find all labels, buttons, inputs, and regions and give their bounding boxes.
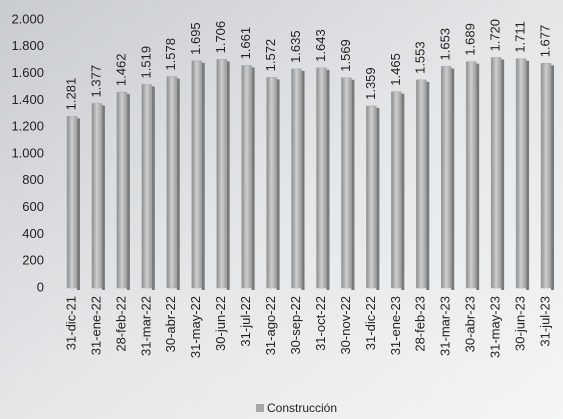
value-label: 1.377 [88, 65, 103, 98]
bar [490, 57, 502, 289]
bar [91, 103, 103, 289]
bar-side [551, 65, 555, 290]
value-label: 1.653 [438, 28, 453, 61]
x-tick-label: 30-nov-22 [338, 296, 353, 355]
x-tick-label: 31-ene-23 [388, 296, 403, 355]
bar [416, 79, 427, 289]
bar-side [301, 70, 305, 290]
bar-side [476, 63, 480, 291]
bar-side [426, 81, 430, 290]
y-tick-label: 1.200 [11, 119, 44, 134]
x-tick-label: 31-ene-22 [88, 296, 103, 355]
value-label: 1.711 [513, 21, 528, 53]
y-tick-label: 2.000 [11, 11, 44, 26]
bar-side [351, 79, 355, 290]
value-label: 1.677 [537, 25, 552, 58]
bar [341, 77, 352, 289]
x-tick-label: 28-feb-23 [413, 296, 428, 352]
bar [266, 77, 277, 289]
value-label: 1.578 [163, 38, 178, 71]
x-tick-label: 30-jun-23 [513, 296, 528, 351]
bar [216, 59, 227, 289]
x-tick-label: 31-may-22 [188, 296, 203, 358]
bar-side [276, 79, 280, 291]
y-tick-label: 1.400 [11, 92, 44, 107]
bar-side [76, 118, 80, 290]
x-tick-label: 31-jul-23 [537, 296, 552, 347]
y-tick-label: 1.600 [11, 65, 44, 80]
legend-label: Construcción [267, 401, 337, 415]
value-label: 1.462 [113, 54, 128, 87]
bar-side [226, 61, 230, 291]
bar [66, 116, 78, 289]
y-tick-label: 600 [22, 199, 44, 214]
bar [440, 66, 452, 289]
value-label: 1.661 [238, 27, 253, 60]
bar [316, 67, 327, 289]
bar-side [401, 93, 405, 290]
bar-side [176, 78, 180, 290]
bar-side [326, 69, 330, 290]
value-label: 1.695 [188, 22, 203, 55]
x-tick-label: 30-jun-22 [213, 296, 228, 351]
bar [116, 91, 128, 289]
value-label: 1.572 [263, 39, 278, 72]
x-tick-label: 31-oct-22 [313, 296, 328, 351]
x-tick-label: 28-feb-22 [113, 296, 128, 352]
x-tick-label: 31-may-23 [488, 296, 503, 358]
bar [540, 63, 552, 289]
x-tick-label: 31-ago-22 [263, 296, 278, 355]
bar [366, 105, 377, 289]
bar-side [201, 62, 205, 291]
value-label: 1.519 [138, 46, 153, 79]
bar [241, 65, 252, 289]
x-tick-label: 30-abr-22 [163, 296, 178, 352]
value-label: 1.689 [463, 23, 478, 56]
x-tick-label: 31-mar-23 [438, 296, 453, 356]
bar [166, 76, 178, 289]
y-tick-label: 200 [22, 253, 44, 268]
bar-side [526, 60, 530, 291]
x-tick-label: 31-dic-22 [363, 296, 378, 350]
bar [191, 60, 202, 289]
value-label: 1.553 [413, 41, 428, 74]
x-tick-label: 30-abr-23 [463, 296, 478, 352]
bar [465, 61, 477, 289]
bar [291, 68, 302, 289]
y-tick-label: 800 [22, 172, 44, 187]
value-label: 1.281 [63, 78, 78, 111]
y-tick-label: 0 [37, 279, 44, 294]
value-label: 1.643 [313, 29, 328, 62]
x-tick-label: 31-jul-22 [238, 296, 253, 347]
value-label: 1.635 [288, 30, 303, 63]
bar [141, 84, 153, 289]
bar-side [126, 94, 130, 290]
value-label: 1.359 [363, 67, 378, 100]
value-label: 1.465 [388, 53, 403, 86]
x-tick-label: 30-sep-22 [288, 296, 303, 355]
legend-swatch [256, 404, 264, 412]
bar-side [251, 67, 255, 291]
y-tick-label: 1.800 [11, 38, 44, 53]
y-tick-label: 400 [22, 226, 44, 241]
bar-side [376, 107, 380, 290]
value-label: 1.720 [488, 19, 503, 52]
y-tick-label: 1.000 [11, 145, 44, 160]
bar-side [101, 105, 105, 291]
value-label: 1.706 [213, 21, 228, 54]
x-tick-label: 31-dic-21 [63, 296, 78, 350]
bar-side [501, 59, 505, 290]
bar [515, 58, 527, 289]
value-label: 1.569 [338, 39, 353, 72]
bar [391, 91, 402, 289]
bar-side [451, 68, 455, 290]
bar-side [151, 86, 155, 290]
x-tick-label: 31-mar-22 [138, 296, 153, 356]
